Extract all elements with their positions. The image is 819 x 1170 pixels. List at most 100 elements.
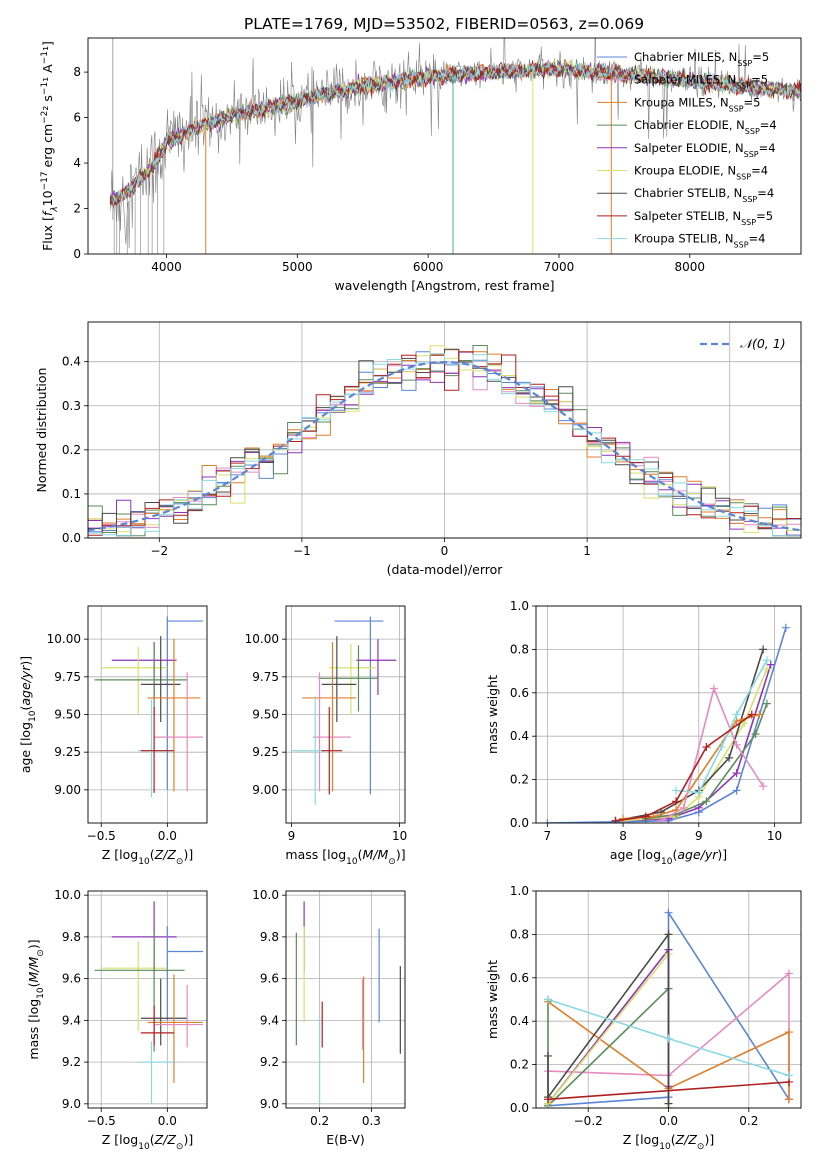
label-part: −1 (40, 82, 50, 95)
label-part: Z/Z (154, 1132, 177, 1147)
label-part: ⊙ (176, 857, 184, 867)
label-part: ( (671, 1132, 676, 1147)
x-axis-label-mwZ: Z [log10(Z/Z⊙)] (623, 1132, 714, 1152)
legend-label-value: =4 (757, 186, 774, 200)
label-part: age [log (18, 722, 33, 773)
x-tick-label: 8000 (675, 260, 706, 274)
axes-frame-massEBV (285, 890, 406, 1109)
axes-frame-ageZ (87, 605, 208, 824)
axes-frame-mwage (535, 605, 802, 824)
label-part: ¹] (40, 41, 55, 51)
y-tick-label: 0.4 (510, 1014, 529, 1028)
label-part: ( (150, 847, 155, 862)
legend-label-value: =4 (759, 141, 776, 155)
mass-weight-line (547, 953, 670, 1105)
histogram-step (88, 353, 801, 537)
mass-weight-marker (755, 710, 764, 719)
legend-label-sub: SSP (742, 195, 757, 204)
panel-mwZ: −0.2 0.0 0.2 0.0 0.2 0.4 0.6 0.8 1.0 Z [log10(Z/Z… (485, 884, 802, 1152)
mass-weight-marker (694, 788, 703, 797)
label-part: )] (704, 1132, 714, 1147)
plot-area-massEBV (286, 891, 405, 1108)
y-axis-label-mwZ-text: mass weight (485, 960, 500, 1039)
y-tick-label: 1.0 (510, 884, 529, 898)
label-part: 10 (28, 710, 38, 722)
mass-weight-marker (702, 797, 711, 806)
legend-label: Chabrier ELODIE, NSSP=4 (634, 118, 777, 136)
y-tick-label: 9.00 (54, 783, 81, 797)
x-axis-label-massZ: Z [log10(Z/Z⊙)] (102, 1132, 193, 1152)
x-axis-label-agemass-text: mass [log10(M/M⊙)] (285, 847, 405, 867)
y-tick-label: 9.6 (260, 972, 279, 986)
y-tick-label: 9.2 (260, 1055, 279, 1069)
panel-massEBV: 0.2 0.3 9.0 9.2 9.4 9.6 9.8 10.0 E(B-V) (252, 888, 406, 1147)
y-axis-label-mwage-text: mass weight (485, 675, 500, 754)
x-tick-label: 7000 (544, 260, 575, 274)
mass-weight-marker (759, 782, 768, 791)
y-tick-label: 9.00 (252, 783, 279, 797)
mass-weight-marker (732, 769, 741, 778)
x-tick-label: 8 (619, 829, 627, 843)
mass-weight-line (547, 1001, 790, 1100)
legend-label-main: Chabrier MILES, N (634, 50, 737, 64)
mass-weight-marker (664, 1099, 673, 1108)
normal-reference-curve (88, 360, 801, 532)
y-axis-label-mwage: mass weight (485, 675, 500, 754)
y-tick-label: 9.2 (62, 1055, 81, 1069)
y-tick-label: 9.0 (260, 1097, 279, 1111)
legend-label: Salpeter ELODIE, NSSP=4 (634, 141, 776, 159)
label-part: E(B-V) (326, 1132, 365, 1147)
y-tick-label: 0.1 (62, 487, 81, 501)
label-part: 10 (138, 857, 150, 867)
plot-content-massEBV (295, 901, 401, 1104)
panel-massZ: −0.5 0.09.09.29.49.69.810.0Z [log10(Z/Z⊙)… (26, 888, 208, 1152)
label-part: 10 (138, 1142, 150, 1152)
mass-weight-marker (649, 812, 658, 821)
plot-content-massZ (94, 901, 204, 1104)
y-tick-label: 0.8 (510, 642, 529, 656)
label-part: )] (717, 847, 727, 862)
x-tick-label: 6000 (413, 260, 444, 274)
y-tick-label: 0.6 (510, 971, 529, 985)
plot-content-mwZ (544, 908, 793, 1108)
legend-label-sub: SSP (734, 240, 749, 249)
legend-label: Chabrier MILES, NSSP=5 (634, 50, 769, 68)
y-axis-label-massZ: mass [log10(M/M⊙)] (26, 939, 46, 1059)
x-axis-label-ageZ-text: Z [log10(Z/Z⊙)] (102, 847, 193, 867)
label-part: )] (396, 847, 406, 862)
label-part: 10 (36, 987, 46, 999)
x-axis-label-massEBV: E(B-V) (326, 1132, 365, 1147)
x-tick-label: 0.0 (659, 1114, 678, 1128)
mass-weight-marker (611, 816, 620, 823)
y-tick-label: 8 (73, 65, 81, 79)
label-part: M/M (26, 956, 41, 982)
model-spectrum-line (109, 60, 801, 208)
legend-label-main: Kroupa MILES, N (634, 95, 729, 109)
label-part: )] (183, 847, 193, 862)
mass-weight-marker (732, 740, 741, 749)
y-tick-label: 9.25 (252, 745, 279, 759)
label-part: Normed distribution (34, 368, 49, 493)
axes-frame-spectrum (87, 37, 802, 255)
x-tick-label: −0.5 (87, 1114, 116, 1128)
legend-label-value: =5 (752, 50, 769, 64)
label-part: λ (50, 206, 60, 212)
y-axis-label-hist: Normed distribution (34, 368, 49, 493)
y-axis-label-spectrum-text: Flux [fλ10−17 erg cm−2² s−1¹ A−1¹] (40, 41, 60, 251)
mass-weight-marker (784, 1071, 793, 1080)
mass-weight-marker (784, 969, 793, 978)
x-tick-label: −2 (150, 544, 168, 558)
label-part: mass [log (285, 847, 346, 862)
label-part: ( (358, 847, 363, 862)
plot-content-agemass (291, 616, 397, 805)
panel-hist: −2 −1 0 1 2 0.0 0.1 0.2 0.3 0.4 (data-model)/error… (34, 321, 802, 577)
y-tick-label: 9.25 (54, 745, 81, 759)
label-part: −1 (40, 51, 50, 64)
mass-weight-marker (762, 656, 771, 665)
x-axis-label-hist-text: (data-model)/error (387, 562, 504, 577)
label-part: −17 (40, 171, 50, 190)
x-tick-label: 0.2 (739, 1114, 758, 1128)
mass-weight-marker (766, 660, 775, 669)
